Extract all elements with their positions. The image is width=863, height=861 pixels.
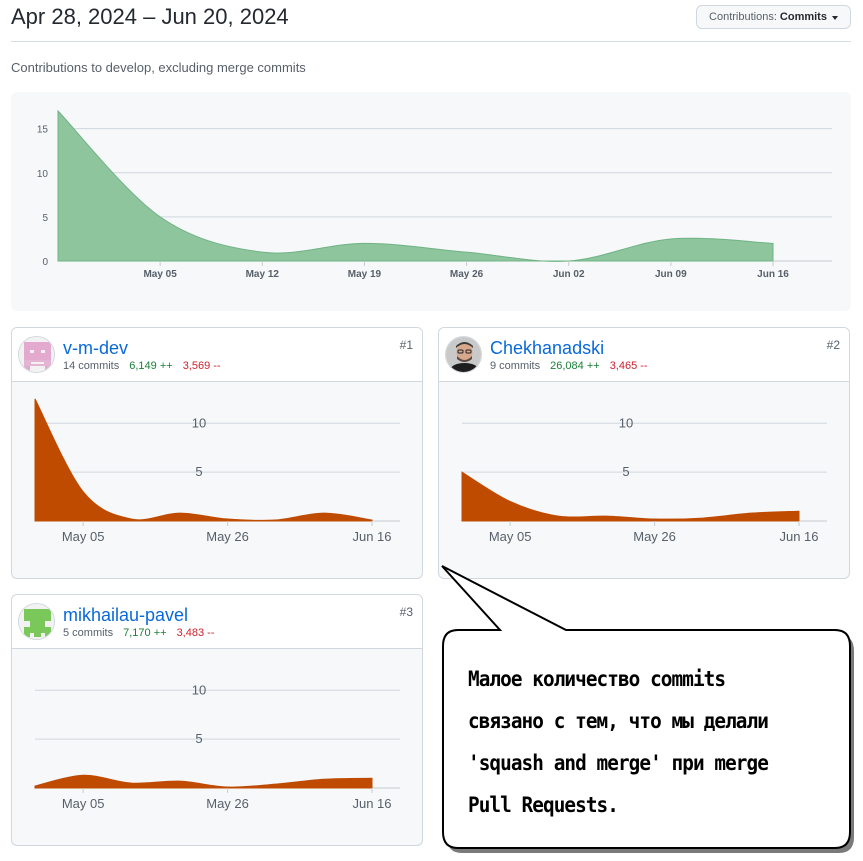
contributor-card-header: Chekhanadski 9 commits 26,084 ++ 3,465 -- … [439,328,849,382]
deletions-count: 3,483 -- [176,627,215,639]
x-tick-label: May 26 [633,529,676,544]
caret-down-icon [831,15,838,20]
y-tick-label: 5 [195,464,202,479]
commit-count-link[interactable]: 14 commits [63,360,120,372]
contributor-card-mikhailau-pavel: mikhailau-pavel 5 commits 7,170 ++ 3,483 -… [11,594,423,846]
callout-line: Pull Requests. [468,793,619,817]
area-series [34,398,373,522]
y-tick-label: 5 [42,213,48,224]
area-series [461,471,800,522]
identicon-green-avatar-icon[interactable] [18,603,55,640]
additions-count: 26,084 ++ [550,360,600,372]
contributor-card-chekhanadski: Chekhanadski 9 commits 26,084 ++ 3,465 -- … [438,327,850,579]
contributions-button-prefix: Contributions: [709,11,777,23]
contributor-card-v-m-dev: v-m-dev 14 commits 6,149 ++ 3,569 -- #1 5 1… [11,327,423,579]
callout-line: 'squash and merge' при merge [468,751,769,775]
commit-count-link[interactable]: 5 commits [63,627,114,639]
x-tick-label: Jun 09 [655,269,687,280]
x-tick-label: May 26 [206,796,249,811]
area-series [57,109,774,262]
contributor-card-header: v-m-dev 14 commits 6,149 ++ 3,569 -- #1 [12,328,422,382]
commit-count-link[interactable]: 9 commits [490,360,541,372]
contributor-rank: #3 [399,605,413,619]
page-subtitle: Contributions to develop, excluding merg… [11,60,306,75]
callout-line: связано с тем, что мы делали [468,709,769,733]
x-tick-label: Jun 16 [352,529,391,544]
y-tick-label: 10 [37,169,49,180]
x-tick-label: May 05 [143,269,177,280]
y-tick-label: 10 [619,415,633,430]
overall-contributions-svg: 0 5 10 15 May 05 May 12 May 19 May 26 Jun 02 Jun … [37,109,832,280]
contributor-chart-svg: 5 10 May 05 May 26 Jun 16 [461,415,827,544]
x-tick-label: May 05 [489,529,532,544]
x-tick-label: Jun 16 [757,269,789,280]
header-divider [11,41,851,42]
contributor-stats: 14 commits 6,149 ++ 3,569 -- [63,360,221,372]
x-tick-label: May 05 [62,529,105,544]
y-tick-label: 5 [622,464,629,479]
x-tick-label: May 05 [62,796,105,811]
y-tick-label: 5 [195,731,202,746]
x-tick-label: May 26 [450,269,484,280]
contributor-chart-svg: 5 10 May 05 May 26 Jun 16 [34,398,400,544]
y-tick-label: 10 [192,415,206,430]
contributions-button-value: Commits [779,11,827,23]
contributor-card-header: mikhailau-pavel 5 commits 7,170 ++ 3,483 -… [12,595,422,649]
y-tick-label: 0 [42,257,48,268]
contributor-rank: #2 [826,338,840,352]
deletions-count: 3,569 -- [182,360,221,372]
identicon-pink-avatar-icon[interactable] [18,336,55,373]
area-series [34,774,373,789]
x-tick-label: May 26 [206,529,249,544]
x-tick-label: May 19 [348,269,382,280]
additions-count: 6,149 ++ [129,360,173,372]
photo-avatar-icon[interactable] [445,336,482,373]
callout-line: Малое количество commits [468,667,726,691]
contributor-stats: 9 commits 26,084 ++ 3,465 -- [490,360,648,372]
contributor-rank: #1 [399,338,413,352]
contributions-type-button[interactable]: Contributions: Commits [696,5,851,29]
y-tick-label: 15 [37,125,49,136]
x-tick-label: Jun 16 [352,796,391,811]
overall-contributions-chart: 0 5 10 15 May 05 May 12 May 19 May 26 Jun 02 Jun … [11,92,851,311]
contributor-chart-svg: 5 10 May 05 May 26 Jun 16 [34,682,400,811]
x-tick-label: May 12 [246,269,280,280]
x-tick-label: Jun 02 [553,269,585,280]
contributor-name-link[interactable]: v-m-dev [63,338,129,358]
callout-text: Малое количество commits связано с тем, … [468,658,808,826]
y-tick-label: 10 [192,682,206,697]
contributor-name-link[interactable]: mikhailau-pavel [63,605,189,625]
additions-count: 7,170 ++ [123,627,167,639]
date-range-title: Apr 28, 2024 – Jun 20, 2024 [11,4,289,29]
contributor-stats: 5 commits 7,170 ++ 3,483 -- [63,627,214,639]
x-tick-label: Jun 16 [779,529,818,544]
contributor-name-link[interactable]: Chekhanadski [490,338,605,358]
deletions-count: 3,465 -- [609,360,648,372]
